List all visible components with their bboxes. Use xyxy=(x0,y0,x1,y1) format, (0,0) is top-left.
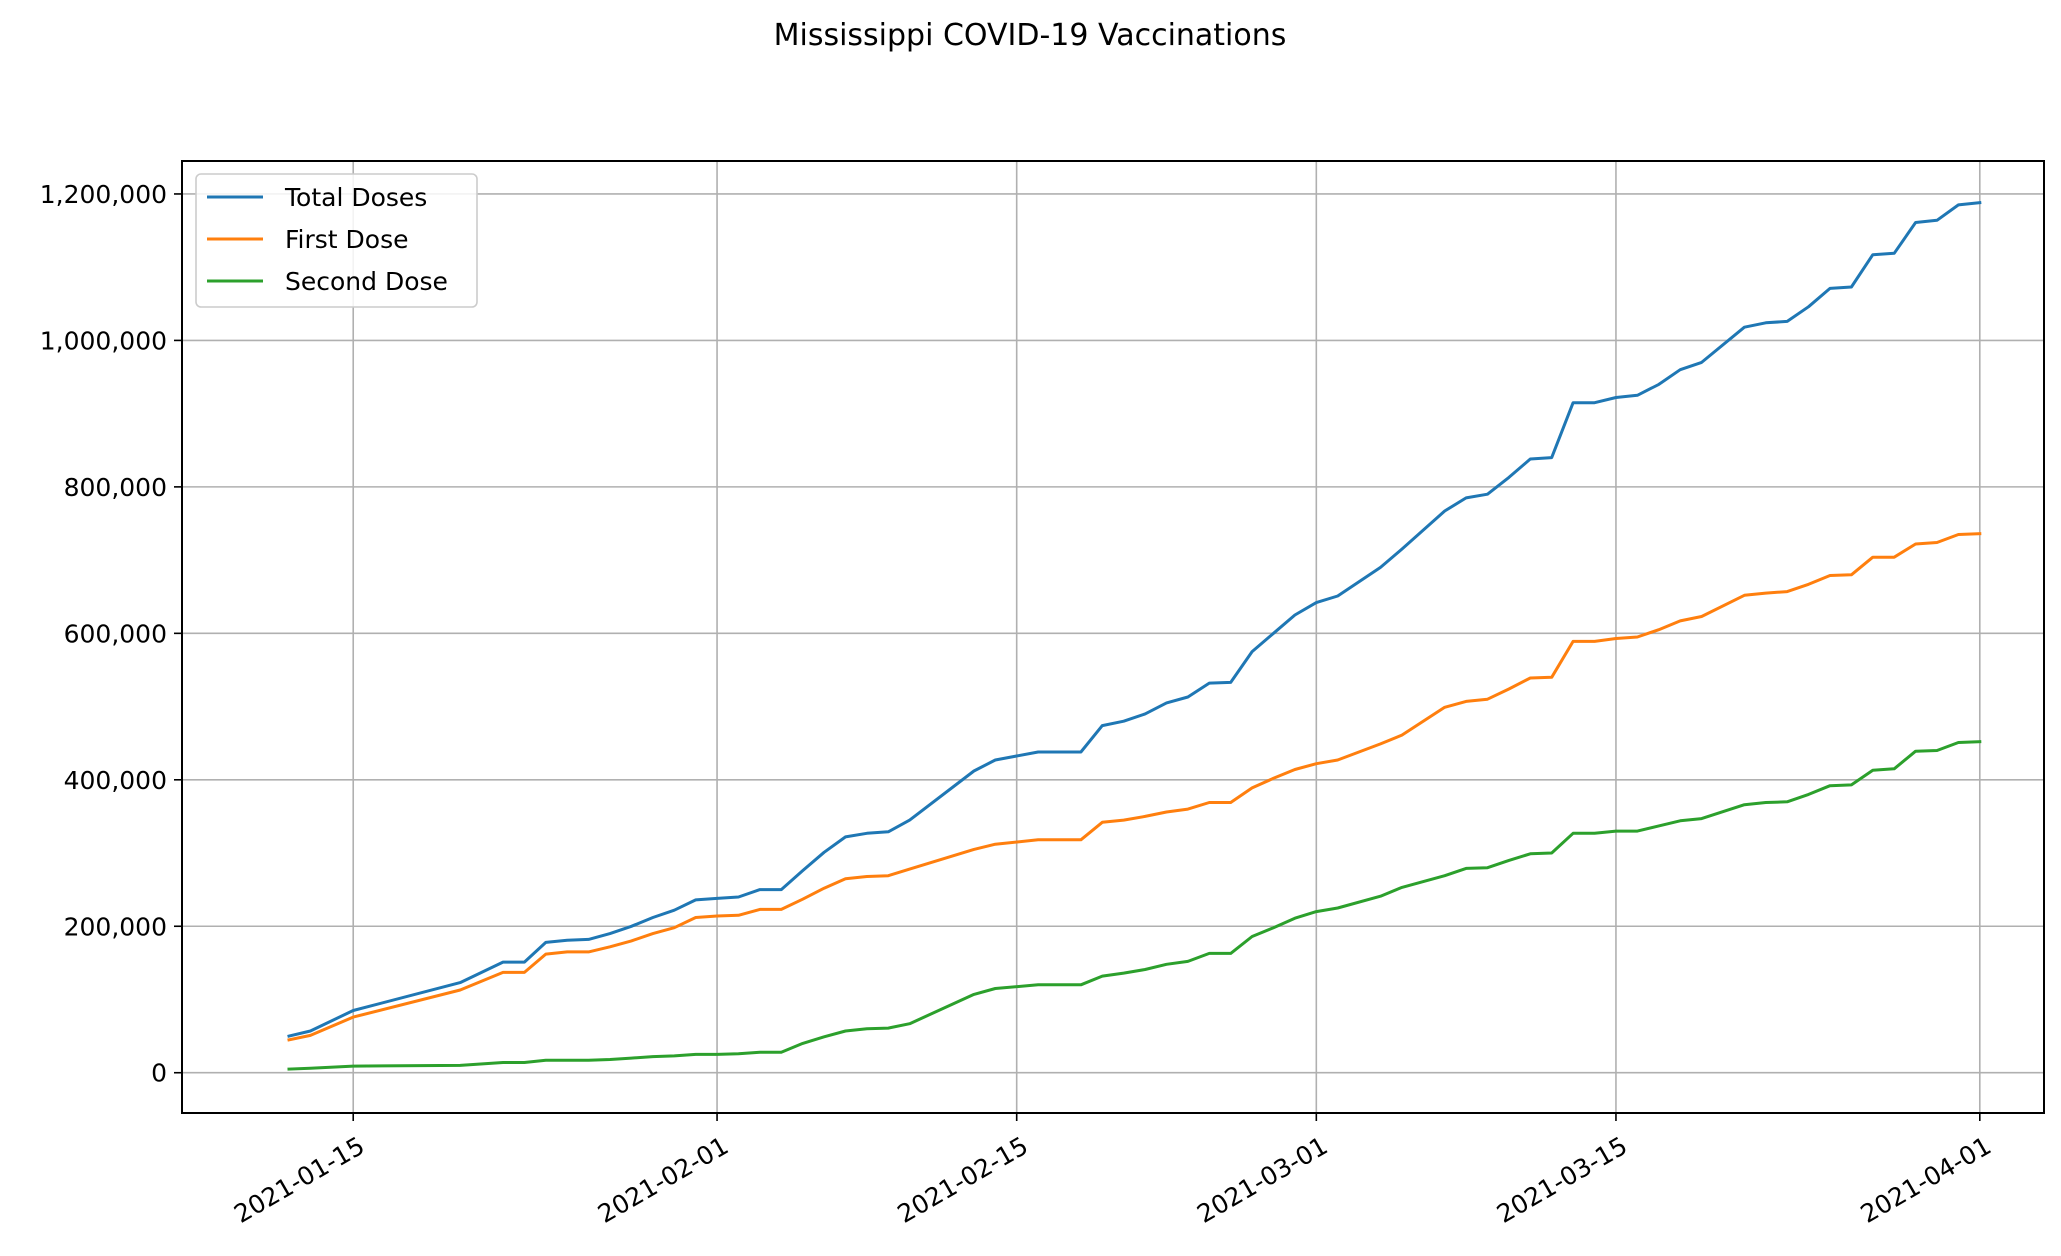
y-tick-label: 0 xyxy=(151,1059,167,1088)
x-tick-label: 2021-04-01 xyxy=(1856,1131,1996,1229)
series-line-first-dose xyxy=(287,532,1982,1042)
y-tick-label: 1,200,000 xyxy=(40,180,167,209)
y-tick-label: 400,000 xyxy=(64,766,167,795)
y-tick-label: 1,000,000 xyxy=(40,326,167,355)
y-tick-label: 600,000 xyxy=(64,619,167,648)
legend-label: Second Dose xyxy=(285,267,448,296)
x-tick-label: 2021-03-15 xyxy=(1492,1131,1632,1229)
legend-box xyxy=(195,173,478,308)
plot-area-frame xyxy=(181,160,2045,1114)
chart-title: Mississippi COVID-19 Vaccinations xyxy=(774,18,1287,53)
legend-label: First Dose xyxy=(285,225,409,254)
x-tick-label: 2021-03-01 xyxy=(1192,1131,1332,1229)
x-tick-label: 2021-01-15 xyxy=(229,1131,369,1229)
grid-lines xyxy=(182,161,2044,1113)
x-tick-label: 2021-02-15 xyxy=(893,1131,1033,1229)
series-line-second-dose xyxy=(287,740,1982,1071)
series-line-total-doses xyxy=(287,201,1982,1038)
y-tick-label: 800,000 xyxy=(64,473,167,502)
y-axis: 0 200,000 400,000 600,000 800,000 1,000,000 1,… xyxy=(40,180,182,1088)
x-axis: 2021-01-15 2021-02-01 2021-02-15 2021-03-01… xyxy=(229,1113,1996,1229)
y-tick-label: 200,000 xyxy=(64,912,167,941)
series-lines xyxy=(287,201,1982,1071)
x-tick-label: 2021-02-01 xyxy=(593,1131,733,1229)
legend: Total Doses First Dose Second Dose xyxy=(195,173,478,308)
legend-label: Total Doses xyxy=(284,183,427,212)
